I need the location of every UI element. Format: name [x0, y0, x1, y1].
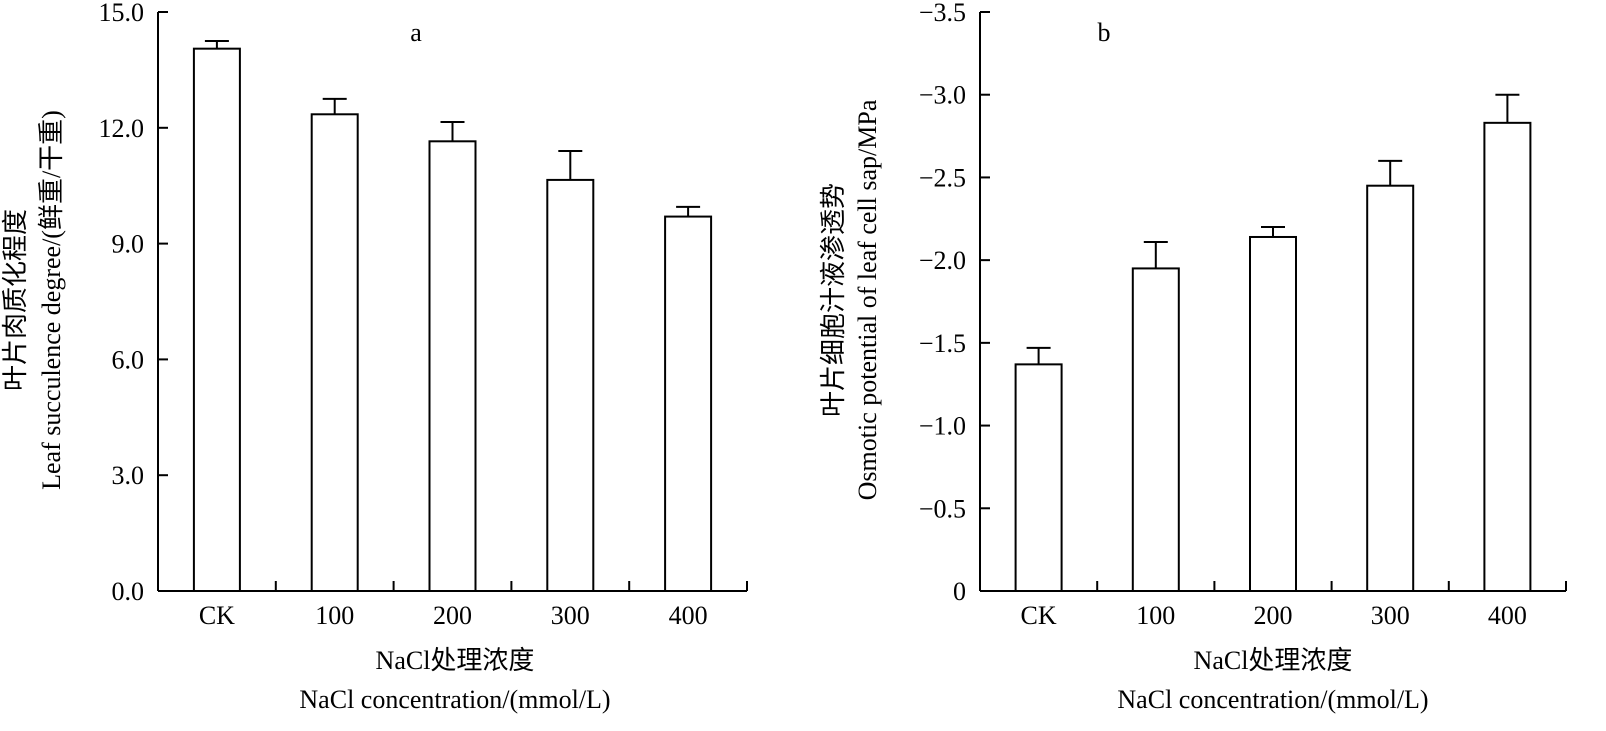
x-tick-label-a: 100: [315, 601, 354, 630]
x-tick-label-a: 300: [551, 601, 590, 630]
y-tick-label-b: −2.5: [919, 163, 966, 192]
bar-a: [192, 47, 241, 593]
bar-b: [1014, 363, 1063, 592]
bar-b: [1131, 267, 1180, 592]
y-tick-label-a: 15.0: [99, 0, 145, 27]
x-tick-label-b: 200: [1254, 601, 1293, 630]
y-tick-label-a: 0.0: [112, 577, 145, 606]
y-axis-title-en-a: Leaf succulence degree/(鲜重/干重): [37, 110, 66, 490]
y-tick-label-b: −3.0: [919, 81, 966, 110]
x-axis-title-en-a: NaCl concentration/(mmol/L): [299, 685, 610, 714]
bar-a: [428, 140, 477, 592]
x-axis-title-en-b: NaCl concentration/(mmol/L): [1117, 685, 1428, 714]
y-tick-label-b: −3.5: [919, 0, 966, 27]
y-tick-label-b: −1.0: [919, 412, 966, 441]
x-tick-label-a: 400: [669, 601, 708, 630]
y-axis-title-zh-b: 叶片细胞汁液渗透势: [819, 183, 848, 417]
y-tick-label-a: 3.0: [112, 461, 145, 490]
panel-label-a: a: [410, 18, 422, 47]
y-tick-label-b: −0.5: [919, 494, 966, 523]
y-tick-label-a: 9.0: [112, 230, 145, 259]
y-axis-title-zh-a: 叶片肉质化程度: [1, 209, 30, 391]
bar-b: [1366, 184, 1415, 592]
x-tick-label-b: 400: [1488, 601, 1527, 630]
x-tick-label-a: CK: [199, 601, 235, 630]
x-axis-title-zh-b: NaCl处理浓度: [1194, 646, 1353, 675]
bar-a: [664, 215, 713, 593]
bar-b: [1249, 235, 1297, 593]
panel-label-b: b: [1098, 18, 1111, 47]
bar-a: [310, 113, 359, 592]
bar-b: [1483, 121, 1532, 593]
y-axis-title-en-b: Osmotic potential of leaf cell sap/MPa: [853, 99, 882, 500]
y-tick-label-a: 12.0: [99, 114, 145, 143]
y-tick-label-b: 0: [953, 577, 966, 606]
chart-a: a 叶片肉质化程度 Leaf succulence degree/(鲜重/干重)…: [1, 0, 748, 714]
y-tick-label-b: −2.0: [919, 246, 966, 275]
x-tick-label-b: CK: [1021, 601, 1057, 630]
y-tick-label-a: 6.0: [112, 345, 145, 374]
x-tick-label-b: 100: [1136, 601, 1175, 630]
bar-a: [546, 178, 595, 592]
x-axis-title-zh-a: NaCl处理浓度: [376, 646, 535, 675]
x-tick-label-a: 200: [433, 601, 472, 630]
chart-b: b 叶片细胞汁液渗透势 Osmotic potential of leaf ce…: [819, 0, 1567, 714]
y-tick-label-b: −1.5: [919, 329, 966, 358]
x-tick-label-b: 300: [1371, 601, 1410, 630]
